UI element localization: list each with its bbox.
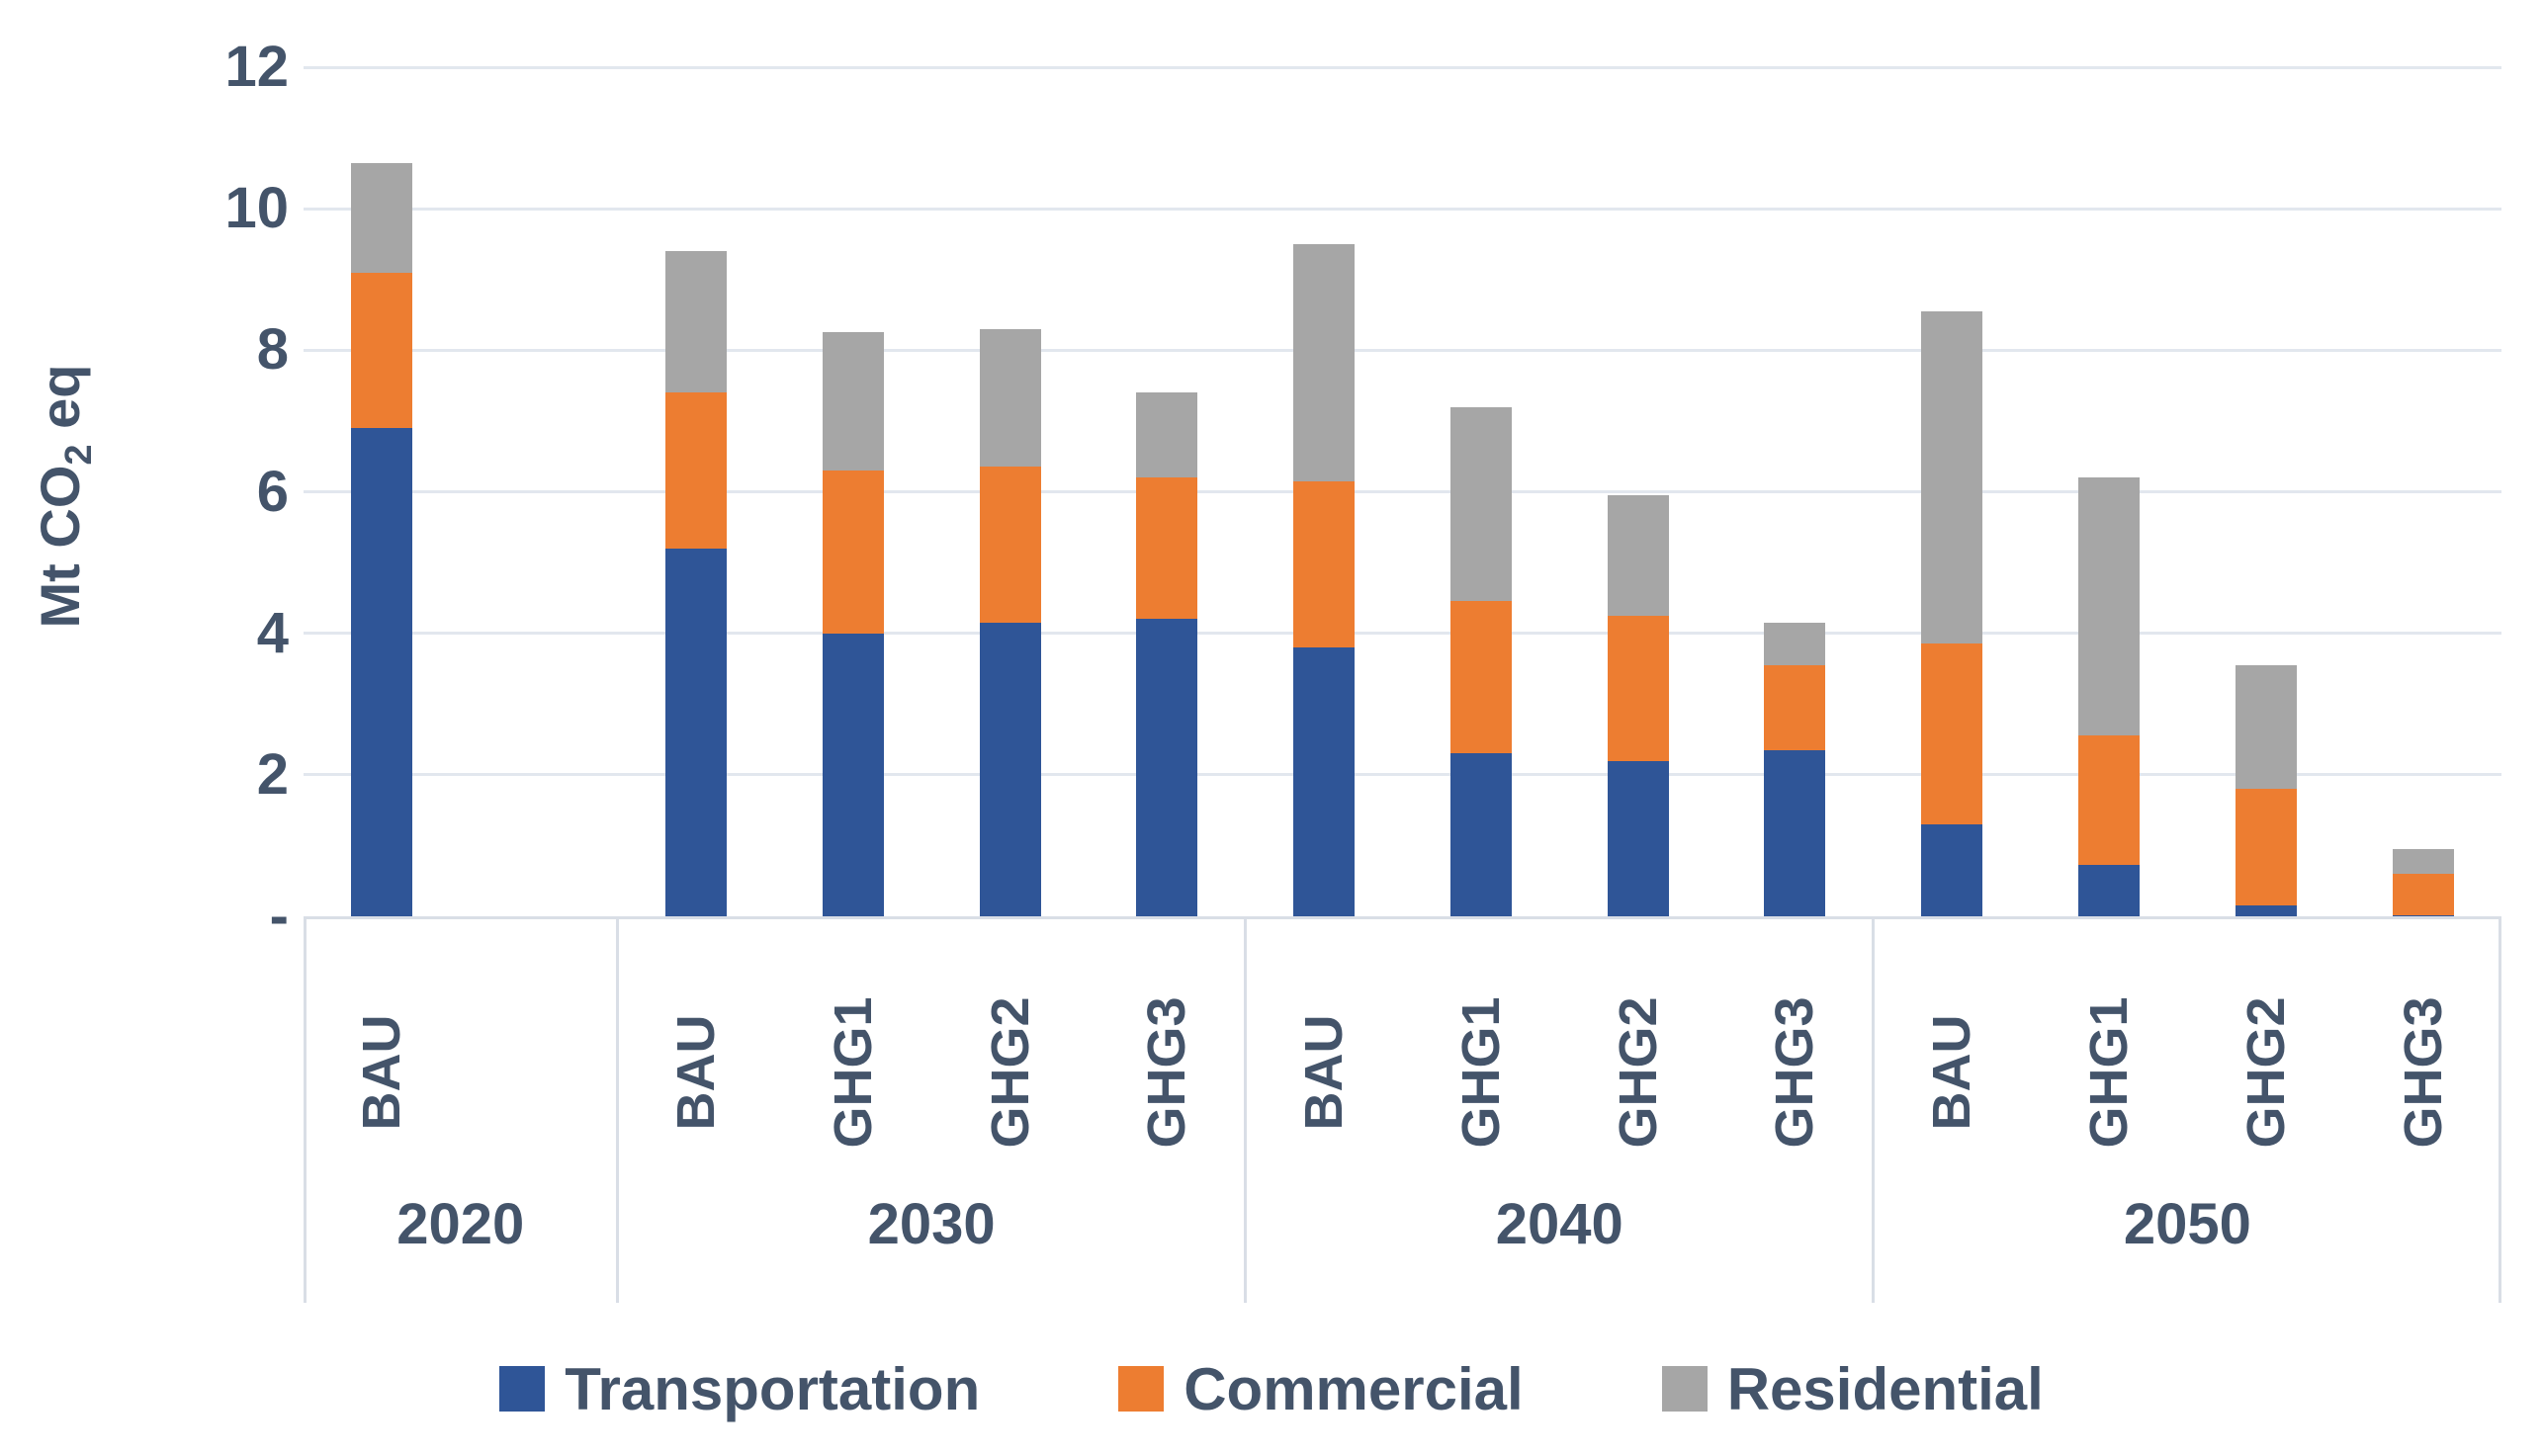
bar-segment-residential-2030-BAU <box>664 251 727 393</box>
bar-segment-transportation-2040-GHG3 <box>1764 749 1826 916</box>
bar-segment-commercial-2020-BAU <box>351 272 413 429</box>
bar-2030-GHG3 <box>1136 392 1198 916</box>
bar-segment-residential-2030-GHG3 <box>1136 392 1198 478</box>
bar-segment-commercial-2040-GHG3 <box>1764 664 1826 750</box>
scenario-label-2050-GHG3: GHG3 <box>2393 996 2453 1149</box>
bar-segment-transportation-2040-BAU <box>1293 646 1356 916</box>
bar-2050-GHG3 <box>2392 849 2454 916</box>
bar-segment-residential-2030-GHG1 <box>822 332 884 471</box>
bar-segment-residential-2050-GHG1 <box>2078 477 2141 736</box>
legend-swatch-transportation <box>499 1366 546 1412</box>
bar-segment-commercial-2050-GHG3 <box>2392 874 2454 915</box>
gridline-8 <box>304 348 2501 352</box>
bar-segment-residential-2020-BAU <box>351 162 413 273</box>
legend-item-commercial: Commercial <box>1118 1355 1524 1423</box>
bar-segment-commercial-2040-GHG1 <box>1449 601 1512 754</box>
bar-2040-GHG2 <box>1607 495 1669 916</box>
legend-label-commercial: Commercial <box>1184 1355 1524 1422</box>
gridline-10 <box>304 207 2501 211</box>
bar-2040-GHG3 <box>1764 622 1826 916</box>
bar-segment-residential-2050-GHG2 <box>2235 664 2297 790</box>
legend-swatch-commercial <box>1118 1366 1165 1412</box>
gridline-4 <box>304 632 2501 636</box>
gridline-2 <box>304 773 2501 777</box>
bar-segment-residential-2050-GHG3 <box>2392 849 2454 875</box>
bar-segment-residential-2030-GHG2 <box>979 328 1041 468</box>
bar-segment-commercial-2050-GHG2 <box>2235 789 2297 906</box>
y-axis-title-post: eq <box>29 364 91 445</box>
bar-2050-BAU <box>1921 310 1983 916</box>
bar-segment-transportation-2050-GHG3 <box>2392 914 2454 916</box>
bar-segment-transportation-2050-BAU <box>1921 823 1983 916</box>
bar-segment-transportation-2050-GHG2 <box>2235 905 2297 916</box>
bar-segment-commercial-2040-GHG2 <box>1607 615 1669 761</box>
bar-segment-transportation-2040-GHG2 <box>1607 760 1669 916</box>
gridline-6 <box>304 490 2501 493</box>
bar-segment-commercial-2030-GHG3 <box>1136 477 1198 620</box>
y-tick-label-2: 2 <box>256 741 289 807</box>
y-tick-label-4: 4 <box>256 600 289 665</box>
bar-2030-GHG1 <box>822 332 884 916</box>
bar-2050-GHG2 <box>2235 664 2297 916</box>
y-tick-label-0: - <box>269 884 289 948</box>
y-tick-label-6: 6 <box>256 459 289 524</box>
y-axis-title-sub: 2 <box>58 444 101 466</box>
bar-segment-transportation-2030-BAU <box>664 548 727 916</box>
group-divider <box>304 919 307 1303</box>
y-tick-label-12: 12 <box>224 35 289 99</box>
group-divider <box>1872 919 1876 1303</box>
bar-segment-commercial-2030-BAU <box>664 392 727 549</box>
gridline-12 <box>304 65 2501 69</box>
y-tick-label-8: 8 <box>256 317 289 383</box>
bar-2040-GHG1 <box>1449 406 1512 916</box>
legend-swatch-residential <box>1661 1366 1708 1412</box>
year-label-2050: 2050 <box>2123 1191 2251 1256</box>
plot-area <box>304 65 2501 916</box>
bar-segment-transportation-2020-BAU <box>351 428 413 916</box>
bar-segment-commercial-2050-GHG1 <box>2078 735 2141 865</box>
x-axis-label-area: BAU BAU GHG1 GHG2 GHG3 BAU GHG1 GHG2 GHG3 BAU GHG1… <box>304 916 2501 1303</box>
bar-segment-transportation-2050-GHG1 <box>2078 864 2141 916</box>
bar-segment-transportation-2030-GHG1 <box>822 633 884 916</box>
bar-segment-commercial-2050-BAU <box>1921 643 1983 824</box>
y-axis-title: Mt CO2 eq <box>28 170 107 822</box>
bar-2020-BAU <box>351 162 413 916</box>
bar-segment-commercial-2030-GHG2 <box>979 467 1041 623</box>
bar-segment-residential-2040-GHG3 <box>1764 622 1826 665</box>
bar-segment-residential-2040-GHG2 <box>1607 495 1669 616</box>
bar-segment-residential-2040-GHG1 <box>1449 406 1512 602</box>
legend-item-residential: Residential <box>1661 1355 2044 1423</box>
scenario-label-2020-BAU: BAU <box>352 1014 412 1131</box>
bar-segment-transportation-2030-GHG2 <box>979 622 1041 916</box>
bar-2050-GHG1 <box>2078 477 2141 916</box>
legend-label-transportation: Transportation <box>565 1355 981 1422</box>
bar-2030-GHG2 <box>979 328 1041 916</box>
bar-segment-residential-2040-BAU <box>1293 243 1356 481</box>
bar-2040-BAU <box>1293 243 1356 916</box>
group-divider <box>1244 919 1248 1303</box>
legend: Transportation Commercial Residential <box>0 1329 2543 1448</box>
bar-segment-residential-2050-BAU <box>1921 310 1983 644</box>
bar-segment-transportation-2030-GHG3 <box>1136 619 1198 916</box>
bar-segment-commercial-2030-GHG1 <box>822 471 884 634</box>
legend-item-transportation: Transportation <box>499 1355 980 1423</box>
bar-2030-BAU <box>664 251 727 916</box>
group-divider <box>616 919 620 1303</box>
bar-segment-transportation-2040-GHG1 <box>1449 753 1512 916</box>
group-divider <box>2499 919 2501 1303</box>
year-label-2040: 2040 <box>1495 1191 1623 1256</box>
y-tick-label-10: 10 <box>224 176 289 241</box>
y-axis-title-pre: Mt CO <box>29 465 91 629</box>
bar-segment-commercial-2040-BAU <box>1293 480 1356 647</box>
year-label-2030: 2030 <box>867 1191 996 1256</box>
year-label-2020: 2020 <box>396 1191 525 1256</box>
legend-label-residential: Residential <box>1726 1355 2044 1422</box>
